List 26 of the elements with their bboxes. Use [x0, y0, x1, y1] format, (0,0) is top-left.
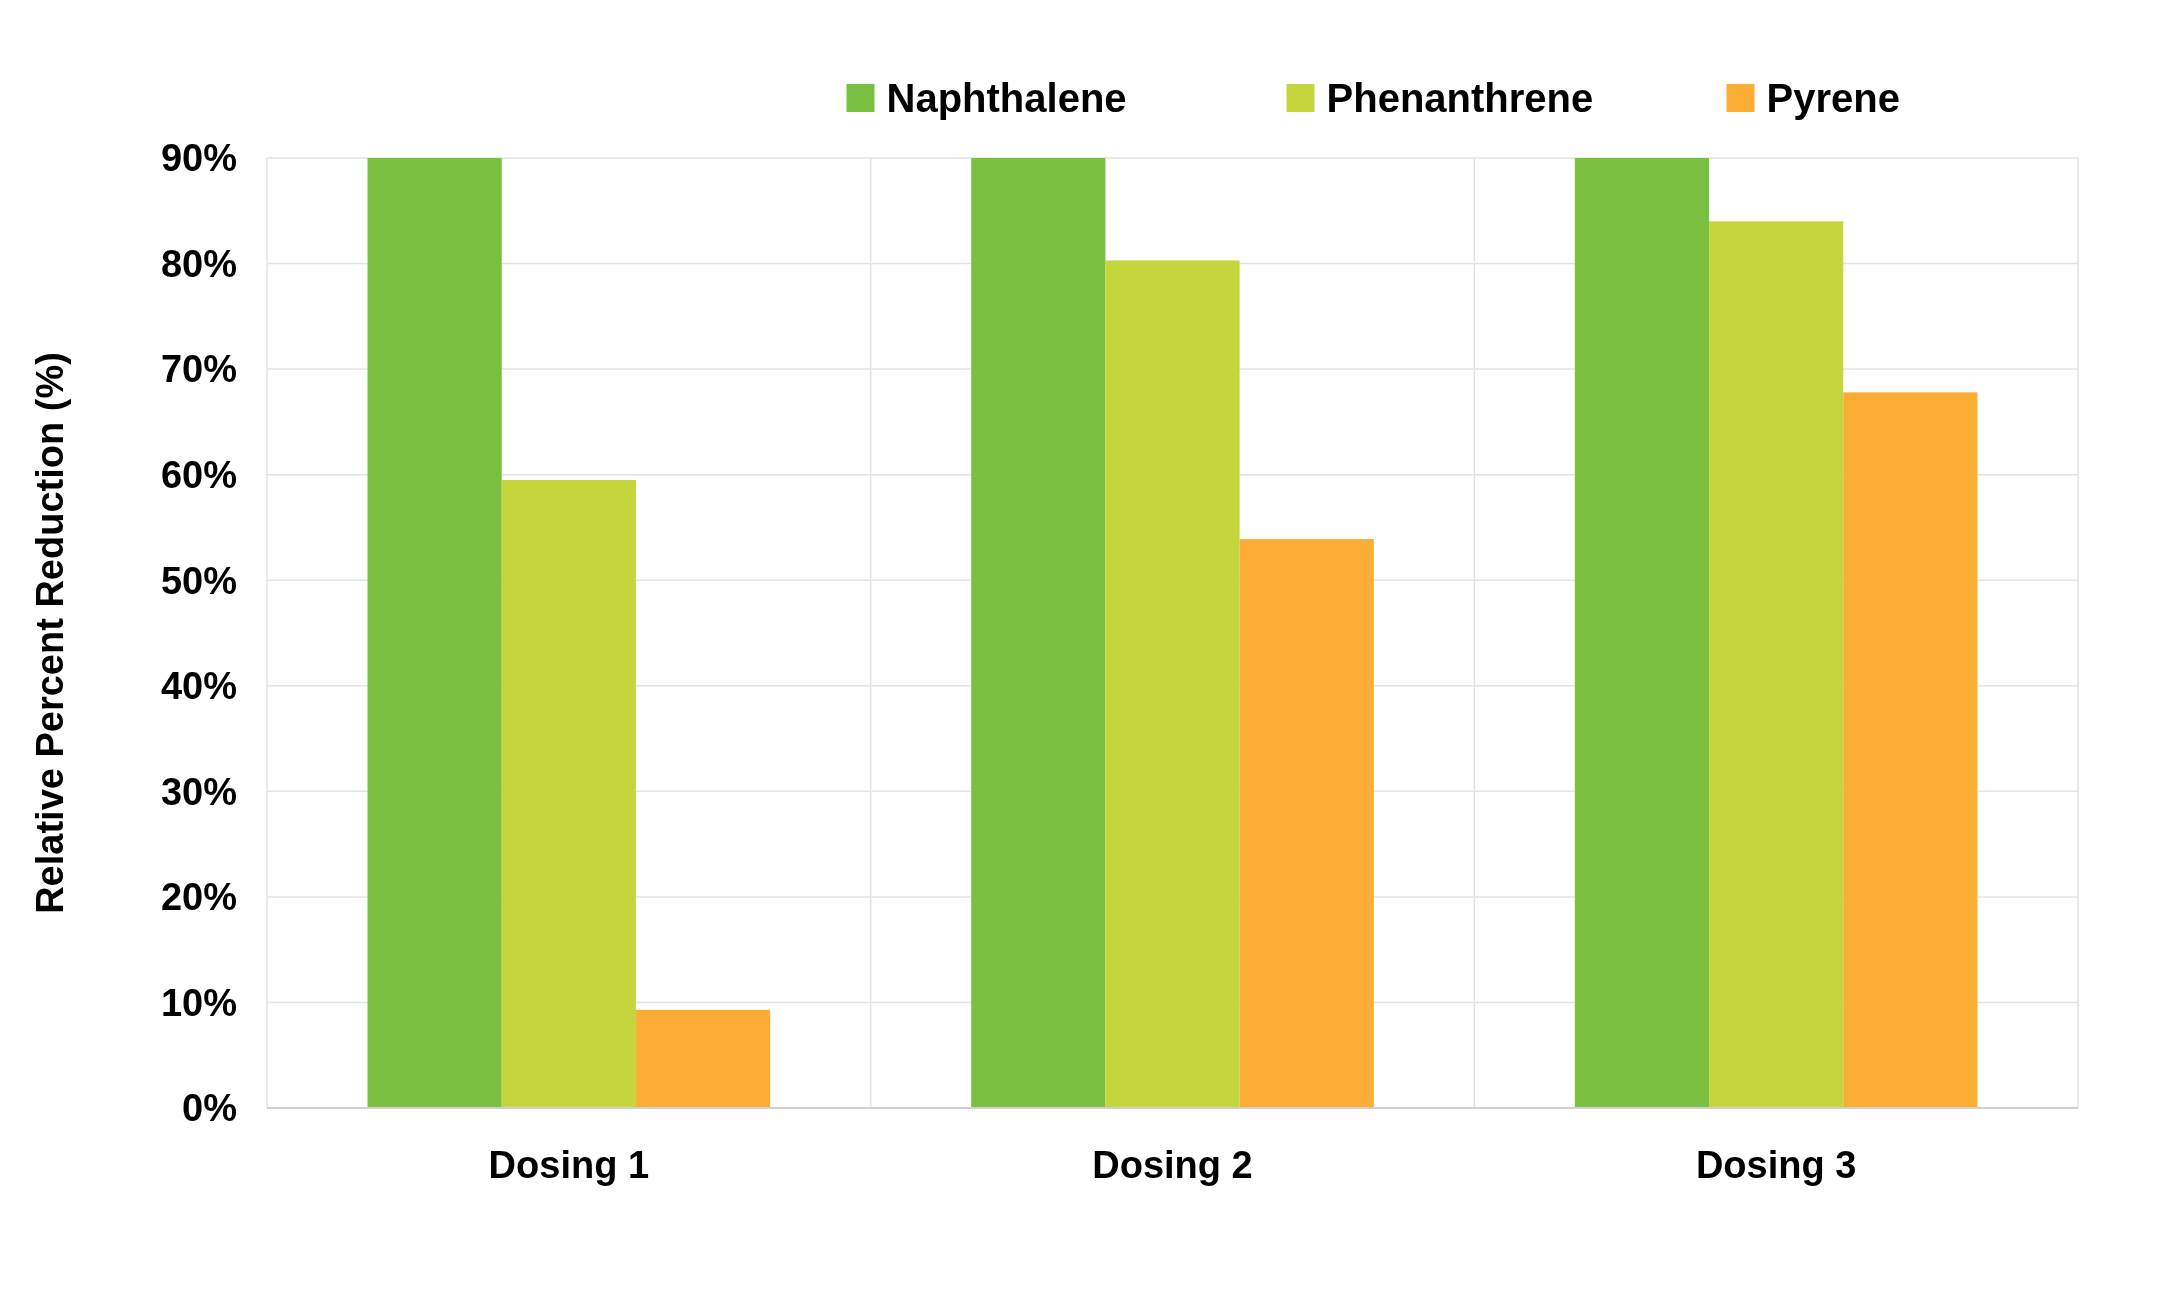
y-tick-label: 0% [182, 1087, 237, 1130]
legend-label: Pyrene [1766, 76, 1900, 120]
x-tick-label: Dosing 3 [1695, 1144, 1857, 1186]
x-tick-label: Dosing 1 [488, 1144, 650, 1186]
legend-label: Naphthalene [886, 76, 1127, 120]
y-axis-title: Relative Percent Reduction (%) [29, 352, 71, 914]
y-tick-label: 50% [160, 559, 237, 602]
y-tick-label: 90% [160, 137, 237, 180]
y-tick-label: 80% [160, 242, 237, 285]
y-tick-label: 20% [160, 876, 237, 919]
y-tick-label: 30% [160, 770, 237, 813]
bar [1843, 392, 1978, 1108]
bar [1574, 158, 1710, 1108]
x-tick-label: Dosing 2 [1092, 1144, 1253, 1186]
bar [635, 1009, 771, 1108]
y-tick-label: 70% [160, 348, 237, 391]
bar [501, 479, 636, 1108]
y-tick-label: 60% [160, 453, 237, 496]
bar [367, 158, 502, 1108]
bar [971, 158, 1106, 1108]
bar [1239, 539, 1374, 1108]
y-tick-label: 40% [160, 665, 237, 708]
bar [1105, 260, 1240, 1108]
bar [1709, 221, 1844, 1108]
legend-label: Phenanthrene [1326, 76, 1594, 120]
y-tick-label: 10% [160, 981, 237, 1024]
